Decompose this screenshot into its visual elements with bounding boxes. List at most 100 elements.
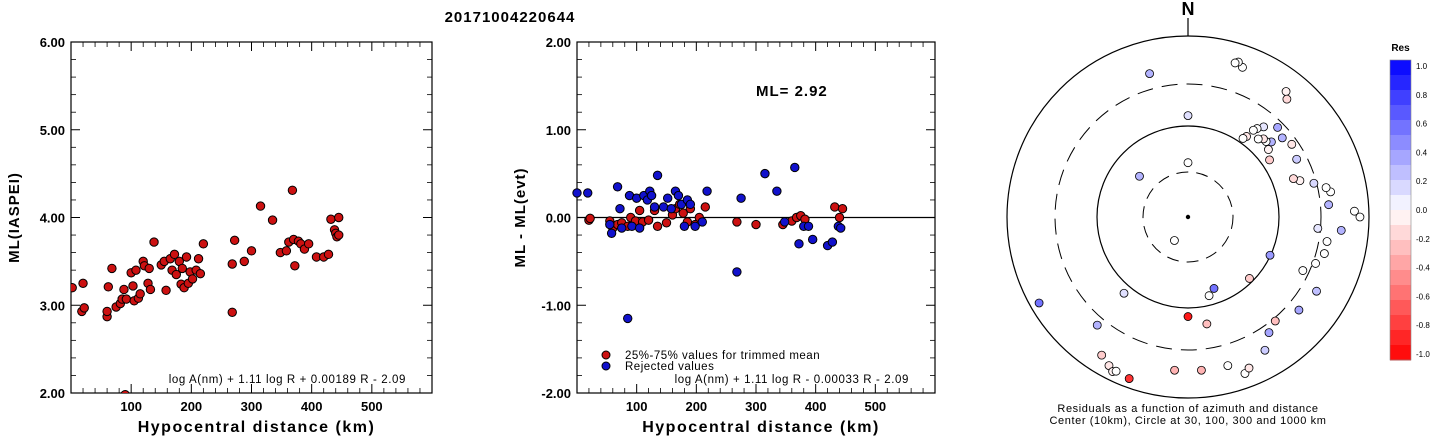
colorbar-segment	[1390, 90, 1411, 106]
colorbar-segment	[1390, 315, 1411, 331]
station-residual-point	[1111, 366, 1121, 376]
x-tick-label: 100	[626, 399, 648, 414]
trimmed-mean-point	[830, 202, 840, 212]
station-residual-point	[1319, 249, 1329, 258]
legend-label: 25%-75% values for trimmed mean	[625, 350, 820, 362]
trimmed-mean-point	[661, 218, 672, 228]
station-residual-point	[1097, 350, 1107, 360]
x-tick-label: 200	[180, 399, 202, 414]
data-point	[71, 283, 77, 293]
station-residual-point	[1287, 139, 1297, 149]
data-point	[290, 261, 300, 271]
data-point	[121, 294, 132, 304]
y-axis-label: ML - ML(evt)	[512, 167, 529, 267]
station-residual-point	[1230, 58, 1240, 68]
rejected-point	[662, 193, 673, 203]
station-residual-point	[1202, 319, 1212, 329]
trimmed-mean-point	[585, 213, 595, 224]
station-residual-point	[1264, 145, 1273, 154]
colorbar-segment	[1390, 285, 1411, 301]
data-point	[103, 282, 114, 292]
legend-marker	[601, 361, 611, 371]
colorbar-segment	[1390, 225, 1411, 241]
x-tick-label: 500	[361, 399, 383, 414]
data-point	[135, 289, 145, 299]
x-axis-label: Hypocentral distance (km)	[642, 419, 880, 436]
trimmed-mean-point	[751, 219, 761, 230]
formula-text: log A(nm) + 1.11 log R + 0.00189 R - 2.0…	[169, 374, 406, 386]
colorbar-label: -0.8	[1416, 321, 1430, 330]
formula-text: log A(nm) + 1.11 log R - 0.00033 R - 2.0…	[675, 374, 909, 386]
rejected-point	[790, 162, 800, 173]
rejected-point	[572, 188, 582, 198]
station-residual-point	[1260, 345, 1270, 355]
station-residual-point	[1124, 374, 1134, 383]
colorbar-segment	[1390, 165, 1411, 181]
colorbar-segment	[1390, 330, 1411, 346]
y-tick-label: 2.00	[546, 35, 571, 50]
data-point	[193, 254, 204, 264]
y-tick-label: 5.00	[40, 123, 65, 138]
rejected-point	[732, 267, 742, 277]
trimmed-mean-point	[678, 208, 688, 218]
data-point	[181, 252, 192, 262]
data-point	[334, 230, 344, 240]
data-point	[281, 246, 292, 256]
station-residual-point	[1183, 111, 1193, 121]
colorbar-segment	[1390, 255, 1411, 271]
ml-annotation: ML= 2.92	[756, 83, 828, 100]
trimmed-mean-point	[634, 205, 645, 216]
station-residual-point	[1294, 305, 1304, 315]
rejected-point	[690, 221, 700, 231]
legend-marker	[601, 350, 611, 360]
y-tick-label: -1.00	[541, 298, 571, 313]
rejected-point	[736, 193, 746, 203]
x-tick-label: 200	[685, 399, 707, 414]
station-residual-point	[1145, 69, 1154, 79]
colorbar-label: 1.0	[1416, 62, 1428, 71]
rejected-point	[627, 221, 637, 231]
rejected-point	[617, 223, 627, 233]
azimuth-residual-map: N Residuals as a function of azimuth and …	[1006, 0, 1430, 427]
data-point	[120, 390, 130, 393]
station-residual-point	[1223, 361, 1233, 371]
colorbar-segment	[1390, 345, 1411, 361]
y-tick-label: 4.00	[40, 211, 65, 226]
x-tick-label: 400	[301, 399, 323, 414]
y-tick-label: 2.00	[40, 386, 65, 401]
colorbar-label: 0.8	[1416, 91, 1428, 100]
rejected-point	[623, 313, 633, 324]
rejected-point	[606, 228, 617, 238]
trimmed-mean-point	[700, 202, 710, 212]
station-residual-point	[1183, 312, 1193, 321]
station-residual-point	[1350, 206, 1359, 216]
station-residual-point	[1322, 237, 1332, 246]
data-point	[131, 265, 141, 275]
station-residual-point	[1209, 284, 1219, 293]
data-point	[177, 263, 188, 274]
rejected-point	[634, 223, 645, 233]
data-point	[246, 246, 257, 256]
data-points	[71, 185, 344, 393]
trimmed-mean-point	[643, 215, 654, 225]
station-residual-point	[1265, 155, 1274, 165]
dashed-circle-300km	[1054, 83, 1322, 351]
rejected-point	[649, 202, 660, 212]
rejected-point	[679, 221, 690, 231]
station-residual-point	[1270, 316, 1280, 326]
circle-100km	[1096, 125, 1280, 309]
station-residual-point	[1336, 226, 1346, 235]
y-tick-label: 6.00	[40, 35, 65, 50]
data-point	[171, 269, 181, 280]
rejected-point	[794, 239, 804, 249]
station-residual-point	[1170, 365, 1179, 375]
station-residual-point	[1311, 259, 1320, 268]
plot-frame	[70, 41, 433, 394]
rejected-point	[685, 199, 696, 210]
x-tick-label: 100	[120, 399, 142, 414]
station-residual-point	[1244, 363, 1254, 373]
colorbar-segment	[1390, 210, 1411, 226]
colorbar-segment	[1390, 240, 1411, 256]
rejected-point	[583, 188, 593, 198]
colorbar-label: 0.0	[1416, 206, 1428, 215]
